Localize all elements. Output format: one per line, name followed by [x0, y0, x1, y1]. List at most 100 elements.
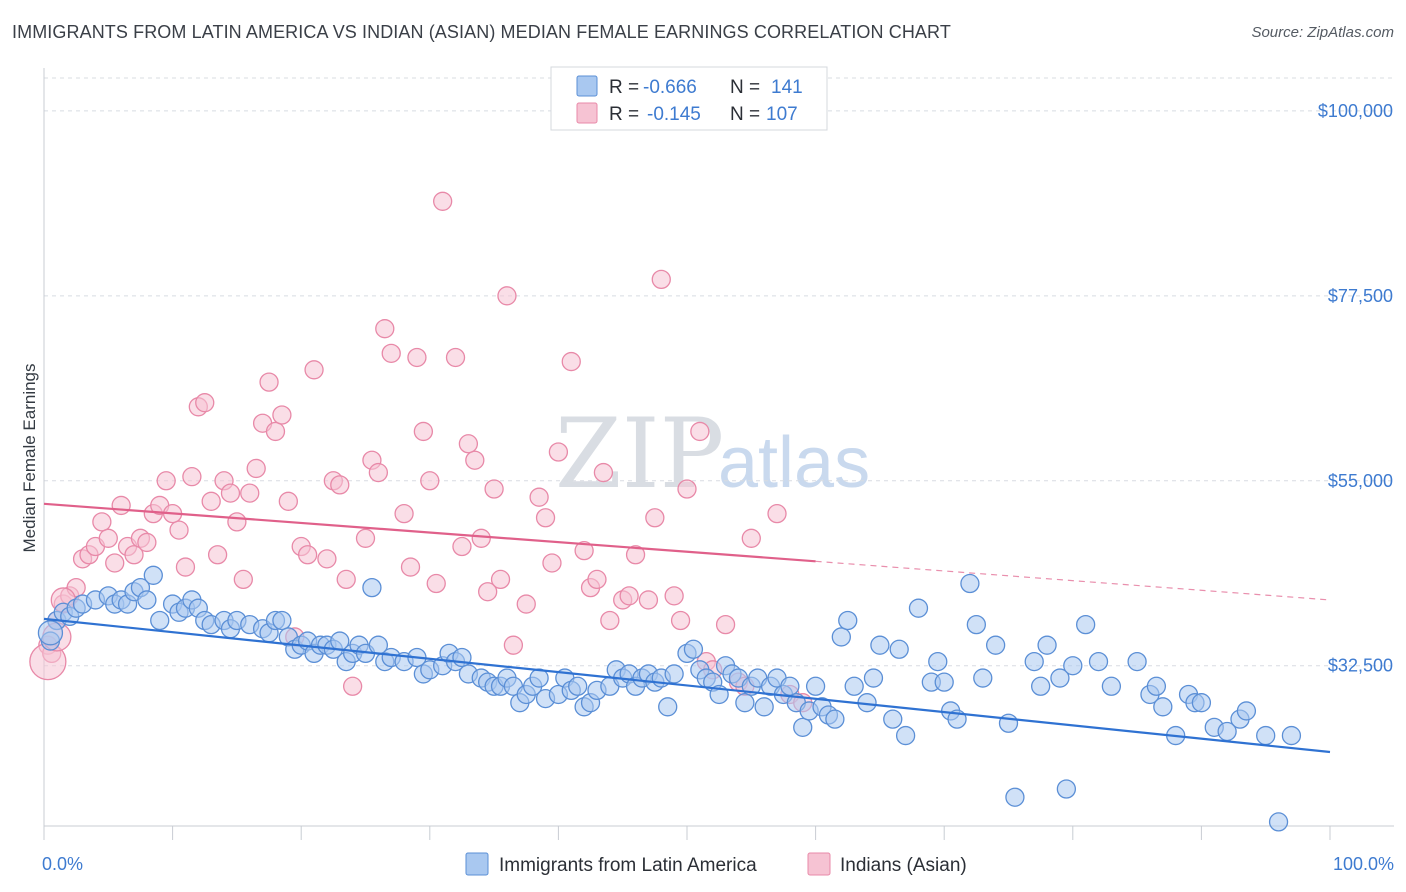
- data-point: [870, 635, 890, 655]
- data-point: [677, 479, 697, 499]
- data-point: [246, 458, 266, 479]
- data-point: [272, 610, 292, 631]
- data-point: [355, 528, 376, 548]
- data-point: [741, 528, 761, 548]
- data-point: [1056, 779, 1077, 799]
- data-point: [600, 610, 620, 631]
- data-point: [342, 676, 363, 696]
- data-point: [105, 553, 125, 573]
- bottom-legend-label-pink: Indians (Asian): [840, 855, 967, 876]
- data-point: [568, 676, 588, 696]
- data-point: [1153, 697, 1173, 717]
- data-point: [574, 540, 594, 561]
- data-point: [998, 713, 1019, 733]
- data-point: [651, 269, 671, 290]
- data-point: [394, 503, 414, 524]
- watermark-zip: ZIP: [555, 398, 724, 510]
- data-point: [1191, 693, 1212, 713]
- watermark: ZIP atlas: [555, 398, 870, 510]
- data-point: [1268, 812, 1289, 832]
- legend-n-value-pink: 107: [766, 104, 798, 125]
- legend-n-label-pink: N =: [730, 104, 760, 125]
- axes: [43, 68, 1394, 840]
- data-point: [220, 483, 241, 503]
- data-point: [265, 421, 286, 442]
- x-tick-label-min: 0.0%: [42, 854, 83, 874]
- data-point: [863, 668, 884, 688]
- data-point: [1031, 676, 1051, 696]
- data-point: [368, 462, 389, 483]
- data-point: [934, 672, 954, 692]
- legend-n-label-blue: N =: [730, 77, 760, 98]
- series-indians-asian: [29, 191, 813, 713]
- data-point: [683, 639, 704, 659]
- data-point: [670, 610, 691, 631]
- data-point: [124, 545, 144, 565]
- data-point: [278, 491, 298, 511]
- data-point: [426, 573, 446, 594]
- data-point: [317, 549, 337, 569]
- chart-title: IMMIGRANTS FROM LATIN AMERICA VS INDIAN …: [12, 22, 951, 42]
- data-point: [625, 545, 646, 565]
- data-point: [1076, 614, 1096, 635]
- data-point: [1146, 676, 1167, 696]
- data-point: [1050, 668, 1070, 688]
- data-point: [1256, 725, 1276, 746]
- x-tick-label-max: 100.0%: [1333, 854, 1394, 874]
- data-point: [375, 319, 395, 339]
- data-point: [793, 717, 813, 738]
- data-point: [1101, 676, 1122, 696]
- legend-n-value-blue: 141: [771, 77, 803, 98]
- data-point: [420, 471, 440, 491]
- data-point: [548, 442, 569, 462]
- data-point: [1005, 787, 1025, 807]
- data-point: [516, 594, 536, 614]
- data-point: [973, 668, 993, 688]
- data-point: [664, 586, 684, 606]
- legend-swatch-blue: [576, 75, 598, 97]
- data-point: [735, 693, 755, 713]
- data-point: [825, 709, 845, 729]
- data-point: [413, 421, 434, 442]
- trend-lines: [43, 502, 1331, 754]
- trend-line-blue: [43, 617, 1331, 754]
- legend-r-value-pink: -0.145: [647, 104, 701, 125]
- y-tick-label: $32,500: [1328, 656, 1393, 676]
- data-point: [928, 651, 948, 672]
- data-point: [478, 582, 498, 602]
- data-point: [445, 347, 466, 368]
- data-point: [465, 450, 485, 470]
- data-point: [966, 614, 986, 635]
- data-point: [715, 614, 736, 635]
- bottom-legend-swatch-blue: [465, 852, 489, 876]
- legend-r-value-blue: -0.666: [643, 77, 697, 98]
- data-point: [754, 697, 774, 717]
- data-point: [587, 569, 607, 590]
- data-point: [201, 491, 221, 511]
- y-tick-labels: $32,500 $55,000 $77,500 $100,000: [1318, 101, 1393, 676]
- legend-r-label-blue: R =: [609, 77, 639, 98]
- data-point: [240, 483, 260, 503]
- bottom-legend: Immigrants from Latin America Indians (A…: [465, 852, 967, 876]
- data-point: [883, 709, 903, 729]
- data-point: [207, 545, 228, 565]
- data-point: [111, 495, 131, 516]
- data-point: [227, 512, 247, 532]
- data-point: [831, 627, 851, 647]
- data-point: [490, 569, 511, 590]
- data-point: [458, 434, 479, 454]
- y-axis-label: Median Female Earnings: [20, 364, 39, 553]
- data-point: [805, 676, 826, 696]
- data-point: [985, 635, 1006, 655]
- data-point: [1281, 725, 1302, 746]
- data-point: [838, 610, 858, 631]
- data-point: [182, 467, 202, 487]
- data-point: [169, 520, 189, 540]
- data-point: [330, 475, 350, 495]
- data-point: [1088, 651, 1109, 672]
- data-point: [503, 635, 524, 655]
- data-point: [137, 532, 157, 553]
- data-point: [137, 590, 157, 610]
- data-point: [960, 573, 980, 594]
- data-point: [156, 471, 176, 491]
